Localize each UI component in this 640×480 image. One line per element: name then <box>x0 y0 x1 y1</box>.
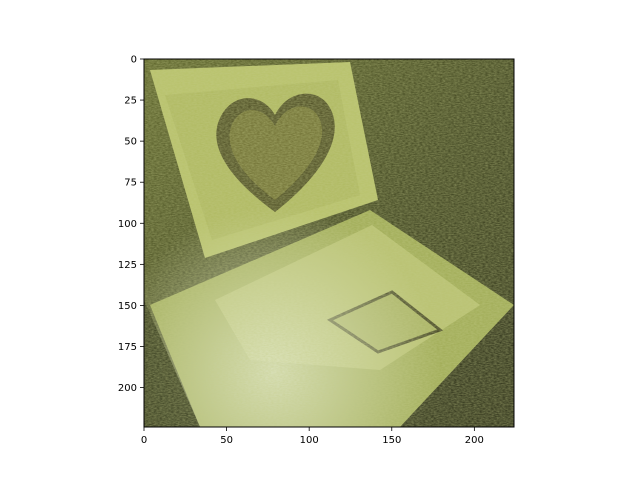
y-tick-label: 125 <box>118 260 137 271</box>
y-tick-label: 0 <box>131 55 137 66</box>
y-tick-label: 50 <box>124 137 137 148</box>
x-tick-label: 150 <box>382 435 401 446</box>
y-tick-label: 25 <box>124 96 137 107</box>
x-tick-label: 50 <box>220 435 233 446</box>
x-tick-label: 100 <box>300 435 319 446</box>
x-tick-label: 200 <box>465 435 484 446</box>
y-axis: 0 25 50 75 100 125 150 175 200 <box>118 55 144 394</box>
y-tick-label: 150 <box>118 301 137 312</box>
axes-frame <box>143 58 515 428</box>
y-tick-label: 75 <box>124 178 137 189</box>
x-axis: 0 50 100 150 200 <box>141 427 484 446</box>
y-tick-label: 200 <box>118 383 137 394</box>
y-tick-label: 175 <box>118 342 137 353</box>
image-content <box>144 59 514 427</box>
y-tick-label: 100 <box>118 219 137 230</box>
x-tick-label: 0 <box>141 435 147 446</box>
